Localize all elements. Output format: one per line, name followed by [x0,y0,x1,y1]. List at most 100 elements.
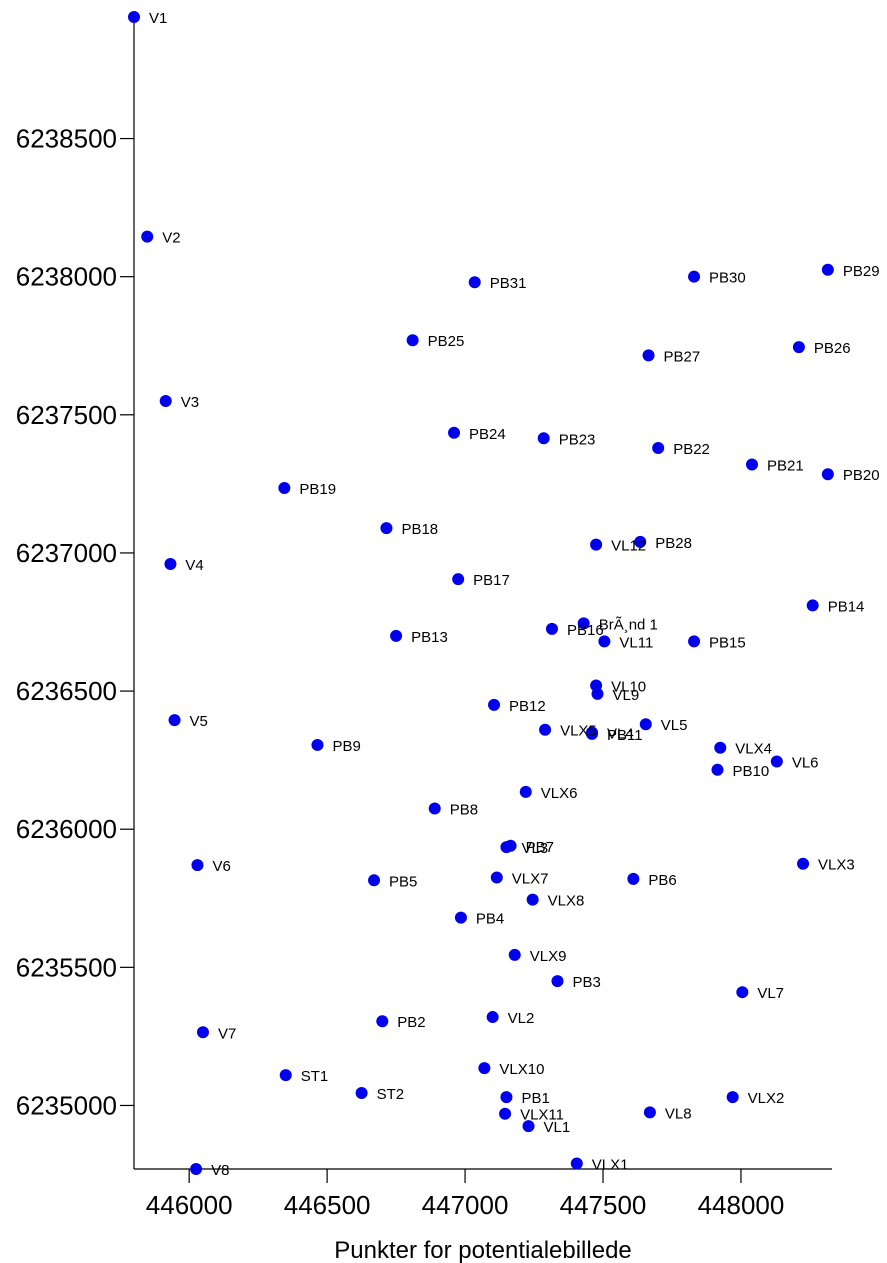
data-point [688,635,701,648]
data-point [590,679,603,692]
data-point-label: VL11 [619,634,653,651]
data-point [526,893,539,906]
data-point-label: PB27 [664,348,701,365]
data-point-label: VL1 [544,1119,571,1136]
data-point [590,538,603,551]
data-point-label: PB13 [411,629,448,646]
data-point [806,599,819,612]
data-point-label: PB17 [473,572,510,589]
data-point-label: V7 [218,1025,236,1042]
data-point [770,755,783,768]
data-point-label: VLX5 [560,723,597,740]
data-point [642,349,655,362]
data-point [792,341,805,354]
x-ticks: 446000 446500 447000 447500 448000 [146,1169,785,1220]
data-point [551,975,564,988]
data-point-label: PB11 [607,727,643,744]
data-point-label: VL8 [665,1105,692,1122]
data-point [490,871,503,884]
data-point-label: VL3 [521,840,548,857]
data-point-label: V4 [185,557,203,574]
data-point [688,270,701,283]
data-point [598,635,611,648]
data-point [726,1091,739,1104]
data-point [380,522,393,535]
data-point-label: VL2 [508,1010,535,1027]
data-point [652,441,665,454]
data-point [508,948,521,961]
data-point [164,557,177,570]
data-point-label: PB31 [490,275,527,292]
point-labels: V1 V2 V3 V4 V5 V6 V7 V8 ST1 ST2 PB1 PB2 PB3 PB4 PB5 PB6… [149,10,880,1179]
data-point [488,698,501,711]
data-point [486,1011,499,1024]
data-point-label: PB29 [843,263,880,280]
data-point-label: VLX11 [520,1107,564,1124]
data-point-label: PB26 [814,340,851,357]
data-point [500,841,513,854]
data-point-label: PB16 [567,622,604,639]
data-point [159,395,172,407]
data-point [634,535,647,548]
data-point-label: PB25 [428,333,465,350]
data-point-label: VLX1 [592,1156,629,1173]
data-point [500,1091,513,1104]
data-point-label: VLX3 [818,857,855,874]
data-point-label: V8 [211,1162,229,1179]
data-point [643,1106,656,1119]
y-tick-label: 6236000 [16,814,117,844]
x-tick-label: 446000 [146,1190,233,1220]
data-point-label: PB2 [397,1014,425,1031]
data-point-label: PB6 [648,872,676,889]
data-point-label: VL7 [757,985,784,1002]
data-point [539,723,552,736]
data-point-label: VL6 [792,755,819,772]
data-point [545,622,558,635]
data-point-label: PB30 [709,270,746,287]
data-point-label: PB12 [509,698,546,715]
data-point-label: ST2 [377,1086,405,1103]
data-point-label: PB22 [673,441,710,458]
data-point-label: PB28 [655,535,692,552]
data-point [522,1120,535,1133]
data-point-label: PB1 [521,1090,549,1107]
data-point [797,857,810,870]
data-point [448,426,461,439]
data-point [714,741,727,754]
x-tick-label: 447000 [422,1190,509,1220]
data-point-label: PB14 [828,598,865,615]
data-point-label: PB20 [843,467,880,484]
data-point-label: VLX6 [541,785,578,802]
data-point-label: PB7 [526,839,554,856]
axes: 6235000 6235500 6236000 6236500 6237000 62375… [16,17,832,1220]
data-point [454,911,467,924]
data-point-label: PB15 [709,634,746,651]
data-point-label: ST1 [301,1068,329,1085]
data-point [627,872,640,885]
data-point-label: VLX10 [499,1061,544,1078]
data-points [128,11,834,1175]
data-point-label: VL9 [612,687,639,704]
data-point-label: V6 [212,858,230,875]
data-point-label: PB9 [332,738,360,755]
data-point-label: PB24 [469,426,506,443]
x-axis-title: Punkter for potentialebillede [334,1237,632,1263]
data-point [428,802,441,815]
data-point [128,11,140,23]
data-point [368,874,381,887]
data-point-label: PB23 [559,431,596,448]
data-point [519,785,532,798]
data-point [168,714,181,727]
data-point [468,276,481,289]
data-point [745,458,758,471]
x-tick-label: 447500 [560,1190,647,1220]
data-point [311,738,324,751]
data-point-label: PB5 [389,873,417,890]
data-point-label: VL12 [611,538,646,555]
data-point [196,1026,209,1039]
x-tick-label: 448000 [698,1190,785,1220]
data-point [278,482,291,495]
data-point [478,1062,491,1075]
data-point [279,1069,292,1082]
